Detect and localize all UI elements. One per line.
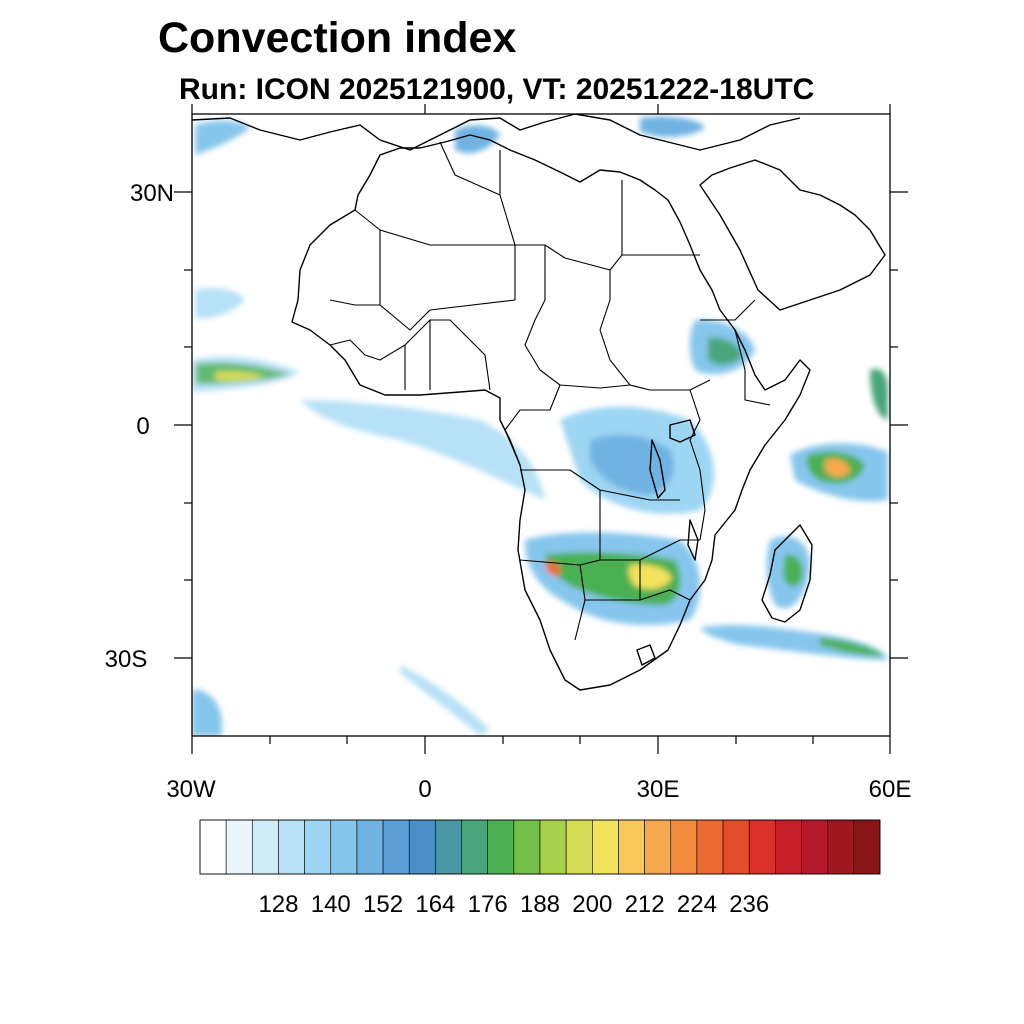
lesotho-border — [636, 644, 656, 666]
chart-title: Convection index — [158, 14, 517, 62]
colorbar-tick-label: 152 — [363, 891, 403, 918]
convection-patch-canary — [195, 288, 245, 319]
colorbar-tick-label: 200 — [572, 891, 612, 918]
colorbar-box-17 — [644, 819, 672, 875]
lake-malawi — [687, 519, 699, 561]
colorbar-box-22 — [775, 819, 802, 875]
convection-patch-arabian-edge — [870, 369, 888, 420]
colorbar-box-10 — [461, 819, 488, 875]
colorbar-outline — [199, 819, 881, 875]
colorbar-box-20 — [722, 819, 750, 875]
colorbar-box-13 — [539, 819, 567, 875]
colorbar-box-6 — [356, 819, 384, 875]
colorbar-tick-label: 140 — [311, 891, 351, 918]
lat-ticks-right — [890, 191, 908, 659]
colorbar-box-8 — [408, 819, 436, 875]
lake-victoria — [669, 419, 696, 443]
colorbar-tick-label: 224 — [677, 891, 717, 918]
colorbar-box-3 — [278, 819, 305, 875]
colorbar-tick-label: 188 — [520, 891, 560, 918]
colorbar-box-5 — [330, 819, 358, 875]
convection-patch-namibia-peak — [545, 561, 561, 576]
colorbar-box-12 — [513, 819, 541, 875]
colorbar-box-16 — [618, 819, 645, 875]
map-ticks — [174, 104, 908, 754]
lat-label-30s: 30S — [105, 646, 148, 673]
colorbar-box-4 — [304, 819, 332, 875]
map-plot-area — [192, 114, 890, 736]
lon-ticks-top — [191, 104, 891, 114]
chart-subtitle: Run: ICON 2025121900, VT: 20251222-18UTC — [179, 73, 815, 106]
colorbar-box-23 — [801, 819, 828, 875]
convection-patch-mediterranean-west — [195, 120, 250, 155]
colorbar-tick-label: 128 — [258, 891, 298, 918]
colorbar-tick-label: 212 — [625, 891, 665, 918]
colorbar-box-24 — [827, 819, 855, 875]
convection-patch-mediterranean-central — [455, 125, 500, 154]
lon-label-0: 0 — [418, 776, 431, 803]
lon-label-60e: 60E — [869, 776, 912, 803]
colorbar-box-11 — [487, 819, 515, 875]
country-borders — [329, 141, 771, 641]
colorbar-box-7 — [382, 819, 410, 875]
lat-label-0: 0 — [136, 413, 149, 440]
convection-patch-east-africa-core — [708, 337, 742, 365]
coastlines-borders — [192, 114, 886, 691]
convection-patch-south-indian — [700, 625, 888, 660]
colorbar-box-0 — [199, 819, 227, 875]
colorbar-box-21 — [748, 819, 776, 875]
colorbar-tick-label: 176 — [468, 891, 508, 918]
convection-patch-indian-ocean-peak — [825, 458, 850, 478]
convection-patch-southwest-corner — [192, 689, 222, 736]
africa-coastline — [291, 134, 811, 691]
lon-ticks-bottom — [191, 736, 891, 754]
convection-field — [192, 116, 888, 736]
madagascar-coastline — [761, 524, 813, 623]
colorbar-box-25 — [853, 819, 881, 875]
colorbar-box-2 — [252, 819, 279, 875]
colorbar-box-1 — [225, 819, 253, 875]
europe-coastline — [192, 114, 801, 151]
colorbar-tick-label: 236 — [729, 891, 769, 918]
lon-label-30e: 30E — [637, 776, 680, 803]
convection-patch-gulf-guinea — [300, 400, 545, 500]
convection-patch-madagascar-core — [783, 554, 803, 587]
lon-label-30w: 30W — [166, 776, 216, 803]
colorbar-tick-label: 164 — [415, 891, 455, 918]
colorbar-box-9 — [435, 819, 462, 875]
convection-patch-south-indian-core — [820, 638, 886, 656]
arabia-coastline — [699, 159, 886, 311]
lat-ticks-left — [174, 191, 192, 659]
colorbar-legend: 128 140 152 164 176 188 200 212 224 236 — [199, 819, 881, 918]
colorbar-box-19 — [696, 819, 724, 875]
lat-label-30n: 30N — [130, 180, 174, 207]
lake-tanganyika — [649, 439, 666, 499]
colorbar-box-14 — [565, 819, 593, 875]
convection-patch-mediterranean-east — [640, 116, 705, 137]
colorbar-box-15 — [592, 819, 619, 875]
convection-patch-atlantic-itcz-peak — [215, 371, 265, 382]
convection-patch-south-atlantic — [400, 665, 490, 736]
colorbar-box-18 — [670, 819, 698, 875]
